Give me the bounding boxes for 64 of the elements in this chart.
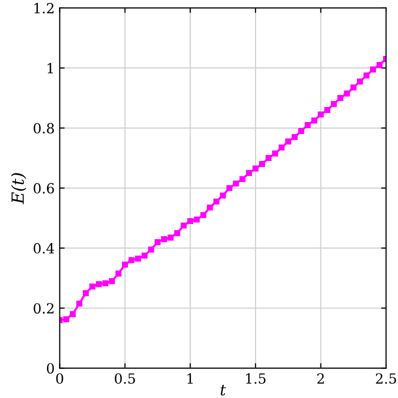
point [180, 222, 187, 229]
x-tick-label: 0.5 [114, 373, 135, 384]
y-axis-title: E(t) [11, 173, 26, 204]
point [194, 216, 200, 223]
point [252, 166, 258, 172]
point [370, 66, 376, 72]
point [161, 236, 168, 242]
point [200, 212, 206, 218]
point [220, 192, 226, 199]
point [206, 204, 213, 211]
point [285, 138, 292, 145]
point [278, 144, 285, 151]
point [108, 278, 115, 284]
x-axis-title: t [220, 384, 226, 396]
point [376, 62, 383, 68]
point [115, 270, 122, 277]
point [292, 134, 298, 140]
point [168, 234, 174, 241]
point [128, 257, 134, 264]
point [356, 78, 363, 84]
x-tick-label: 2 [317, 373, 324, 384]
point [324, 107, 330, 113]
point [154, 239, 161, 246]
point [232, 180, 239, 187]
point [213, 198, 220, 205]
y-tick-label: 0.2 [34, 303, 54, 314]
point [272, 150, 278, 157]
y-tick-label: 0 [46, 363, 54, 374]
point [63, 316, 70, 322]
x-tick-label: 1 [188, 373, 193, 384]
point [174, 230, 180, 236]
point [266, 155, 272, 162]
point [142, 252, 148, 259]
point [246, 170, 252, 176]
point [187, 218, 194, 224]
point [70, 311, 76, 318]
point [102, 280, 108, 286]
point [239, 176, 246, 182]
y-tick-label: 0.8 [34, 122, 54, 134]
point [350, 84, 356, 90]
point [259, 161, 266, 168]
point [311, 118, 318, 124]
point [135, 256, 142, 262]
point [226, 185, 232, 192]
y-tick-label: 0.6 [34, 183, 54, 194]
y-tick-label: 1 [48, 62, 53, 74]
x-tick-label: 1.5 [246, 373, 266, 384]
point [148, 246, 154, 253]
point [96, 281, 102, 288]
point [82, 290, 89, 296]
point [298, 128, 304, 134]
point [89, 284, 96, 290]
y-tick-label: 1.2 [34, 2, 54, 14]
x-tick-label: 0 [56, 373, 64, 384]
point [122, 262, 128, 268]
point [318, 112, 324, 118]
y-tick-label: 0.4 [34, 243, 54, 254]
point [76, 300, 82, 307]
point [337, 95, 344, 101]
point [344, 90, 350, 96]
point [330, 101, 337, 107]
point [304, 122, 311, 128]
x-tick-label: 2.5 [376, 373, 396, 384]
point [363, 72, 370, 78]
